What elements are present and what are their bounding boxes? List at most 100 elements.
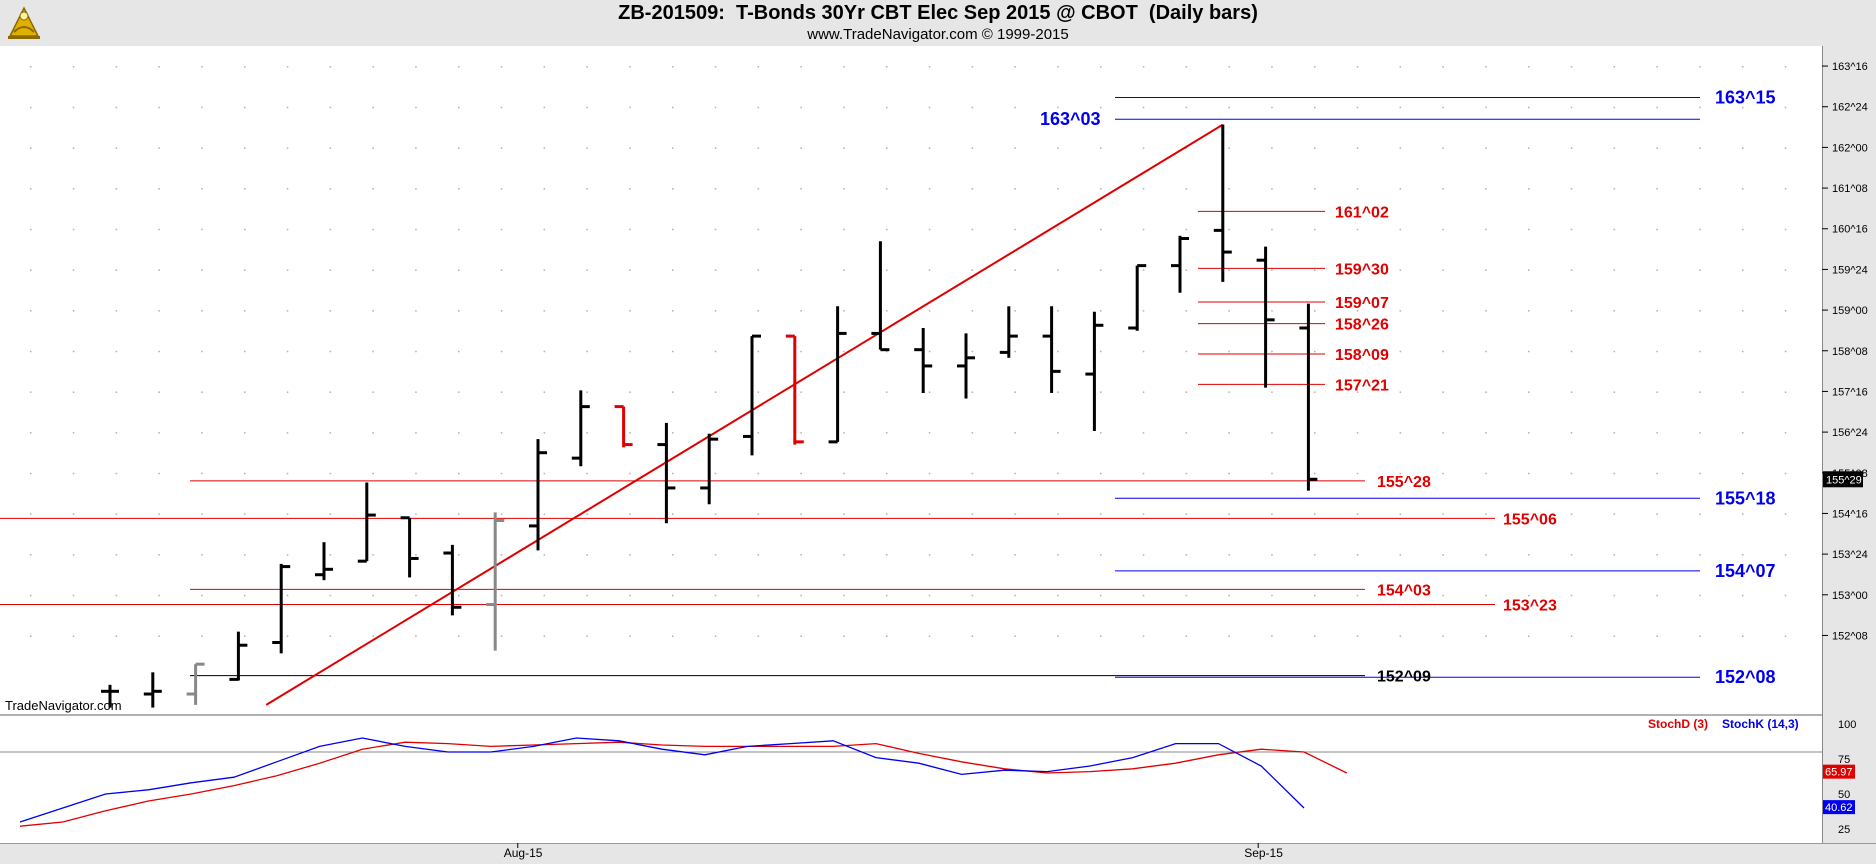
grid-dot: [1570, 66, 1573, 68]
grid-dot: [800, 513, 802, 515]
grid-dot: [1699, 350, 1701, 353]
grid-dot: [1185, 269, 1188, 271]
grid-dot: [1570, 310, 1573, 312]
grid-dot: [928, 472, 931, 475]
stoch-series-line: [19, 741, 1348, 827]
grid-dot: [543, 432, 546, 434]
level-label: 153^23: [1503, 598, 1557, 615]
grid-dot: [1784, 594, 1787, 597]
grid-dot: [800, 310, 802, 312]
grid-dot: [329, 554, 332, 556]
grid-dot: [1570, 269, 1573, 271]
grid-dot: [928, 147, 931, 149]
grid-dot: [329, 594, 332, 597]
grid-dot: [286, 106, 289, 109]
grid-dot: [1314, 350, 1316, 353]
grid-dot: [1271, 310, 1273, 312]
grid-dot: [1228, 472, 1230, 475]
grid-dot: [886, 432, 888, 434]
grid-dot: [1014, 432, 1016, 434]
grid-dot: [329, 472, 332, 475]
grid-dot: [1656, 635, 1658, 637]
grid-dot: [1656, 310, 1658, 312]
chart-header: ZB-201509: T-Bonds 30Yr CBT Elec Sep 201…: [0, 0, 1876, 46]
grid-dot: [1057, 106, 1059, 109]
grid-dot: [1014, 635, 1016, 637]
grid-dot: [543, 147, 546, 149]
grid-dot: [1142, 513, 1145, 515]
grid-dot: [500, 432, 503, 434]
grid-dot: [115, 391, 118, 393]
grid-dot: [1100, 269, 1102, 271]
grid-dot: [1142, 594, 1145, 597]
grid-dot: [757, 310, 760, 312]
grid-dot: [1656, 66, 1658, 68]
grid-dot: [201, 432, 203, 434]
stoch-value-label: 40.62: [1825, 802, 1853, 814]
grid-dot: [1057, 432, 1059, 434]
grid-dot: [30, 635, 32, 637]
grid-dot: [543, 350, 546, 353]
grid-dot: [1228, 513, 1230, 515]
grid-dot: [1784, 554, 1787, 556]
grid-dot: [158, 635, 160, 637]
grid-dot: [415, 147, 417, 149]
grid-dot: [1442, 391, 1444, 393]
ohlc-bar: [614, 405, 633, 448]
grid-dot: [1784, 350, 1787, 353]
grid-dot: [1742, 106, 1744, 109]
grid-dot: [1271, 513, 1273, 515]
grid-dot: [928, 106, 931, 109]
stoch-value-badge: [1823, 764, 1855, 779]
grid-dot: [500, 554, 503, 556]
ohlc-bar: [571, 390, 590, 467]
grid-dot: [372, 594, 374, 597]
grid-dot: [886, 310, 888, 312]
grid-dot: [757, 554, 760, 556]
grid-dot: [415, 635, 417, 637]
grid-dot: [1356, 66, 1359, 68]
grid-dot: [971, 635, 974, 637]
grid-dot: [1699, 310, 1701, 312]
grid-dot: [329, 513, 332, 515]
date-axis-ticks: Aug-15 Sep-15: [504, 843, 1283, 860]
grid-dot: [1100, 635, 1102, 637]
grid-dot: [672, 269, 674, 271]
level-label: 159^30: [1335, 261, 1389, 278]
grid-dot: [629, 147, 631, 149]
grid-dot: [586, 310, 588, 312]
grid-dot: [1271, 147, 1273, 149]
grid-dot: [1399, 188, 1402, 190]
grid-dot: [843, 188, 845, 190]
grid-dot: [1100, 472, 1102, 475]
grid-dot: [672, 147, 674, 149]
grid-dot: [1442, 432, 1444, 434]
ohlc-bars: [101, 124, 1318, 708]
grid-dot: [714, 635, 717, 637]
grid-dot: [843, 594, 845, 597]
grid-dot: [1528, 269, 1530, 271]
price-axis-panel[interactable]: [1822, 46, 1876, 843]
grid-dot: [1442, 106, 1444, 109]
grid-dot: [72, 269, 75, 271]
grid-dot: [415, 228, 417, 231]
price-tick-label: 159^00: [1832, 305, 1868, 317]
grid-dot: [1613, 269, 1616, 271]
grid-dot: [1699, 147, 1701, 149]
grid-dot: [72, 228, 75, 231]
grid-dot: [372, 269, 374, 271]
date-axis-panel[interactable]: [0, 843, 1876, 864]
grid-dot: [30, 310, 32, 312]
level-label: 155^18: [1715, 488, 1776, 508]
grid-dot: [629, 106, 631, 109]
grid-dot: [158, 228, 160, 231]
grid-dot: [1399, 147, 1402, 149]
grid-dot: [1014, 513, 1016, 515]
grid-dot: [1656, 147, 1658, 149]
grid-dot: [800, 472, 802, 475]
grid-dot: [1314, 228, 1316, 231]
sextant-logo-icon[interactable]: [4, 2, 44, 42]
grid-dot: [971, 106, 974, 109]
grid-dot: [757, 432, 760, 434]
